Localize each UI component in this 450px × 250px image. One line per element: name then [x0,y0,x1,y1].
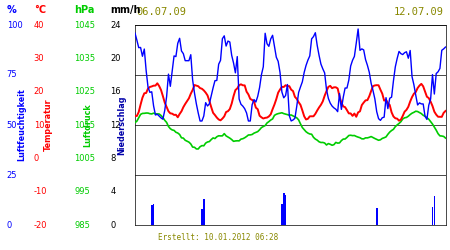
Text: 12: 12 [110,120,121,130]
Bar [432,208,433,225]
Text: Luftdruck: Luftdruck [83,103,92,147]
Text: 30: 30 [34,54,45,63]
Text: 4: 4 [110,187,116,196]
Text: 8: 8 [110,154,116,163]
Bar [203,199,205,225]
Bar [283,194,284,225]
Bar [201,209,203,225]
Text: 12.07.09: 12.07.09 [394,7,444,17]
Text: 1045: 1045 [74,20,95,30]
Text: 985: 985 [74,220,90,230]
Bar [281,204,283,225]
Text: 06.07.09: 06.07.09 [136,7,187,17]
Text: 20: 20 [110,54,121,63]
Text: 50: 50 [7,120,17,130]
Text: 40: 40 [34,20,44,30]
Text: 995: 995 [74,187,90,196]
Text: hPa: hPa [74,5,94,15]
Text: 0: 0 [34,154,39,163]
Text: 75: 75 [7,70,18,80]
Text: mm/h: mm/h [110,5,141,15]
Text: %: % [7,5,17,15]
Text: -20: -20 [34,220,47,230]
Text: 0: 0 [7,220,12,230]
Bar [433,196,435,225]
Text: 24: 24 [110,20,121,30]
Text: 1005: 1005 [74,154,95,163]
Text: 1035: 1035 [74,54,95,63]
Text: Luftfeuchtigkeit: Luftfeuchtigkeit [17,89,26,162]
Text: -10: -10 [34,187,47,196]
Text: 16: 16 [110,87,121,96]
Text: Erstellt: 10.01.2012 06:28: Erstellt: 10.01.2012 06:28 [158,234,278,242]
Text: 20: 20 [34,87,44,96]
Text: 1015: 1015 [74,120,95,130]
Bar [151,205,153,225]
Bar [285,196,287,225]
Text: °C: °C [34,5,46,15]
Bar [376,208,378,225]
Bar [153,204,154,225]
Text: Niederschlag: Niederschlag [117,95,126,155]
Text: 25: 25 [7,170,17,179]
Text: 100: 100 [7,20,22,30]
Text: 1025: 1025 [74,87,95,96]
Text: 0: 0 [110,220,116,230]
Text: 10: 10 [34,120,44,130]
Text: Temperatur: Temperatur [44,99,53,151]
